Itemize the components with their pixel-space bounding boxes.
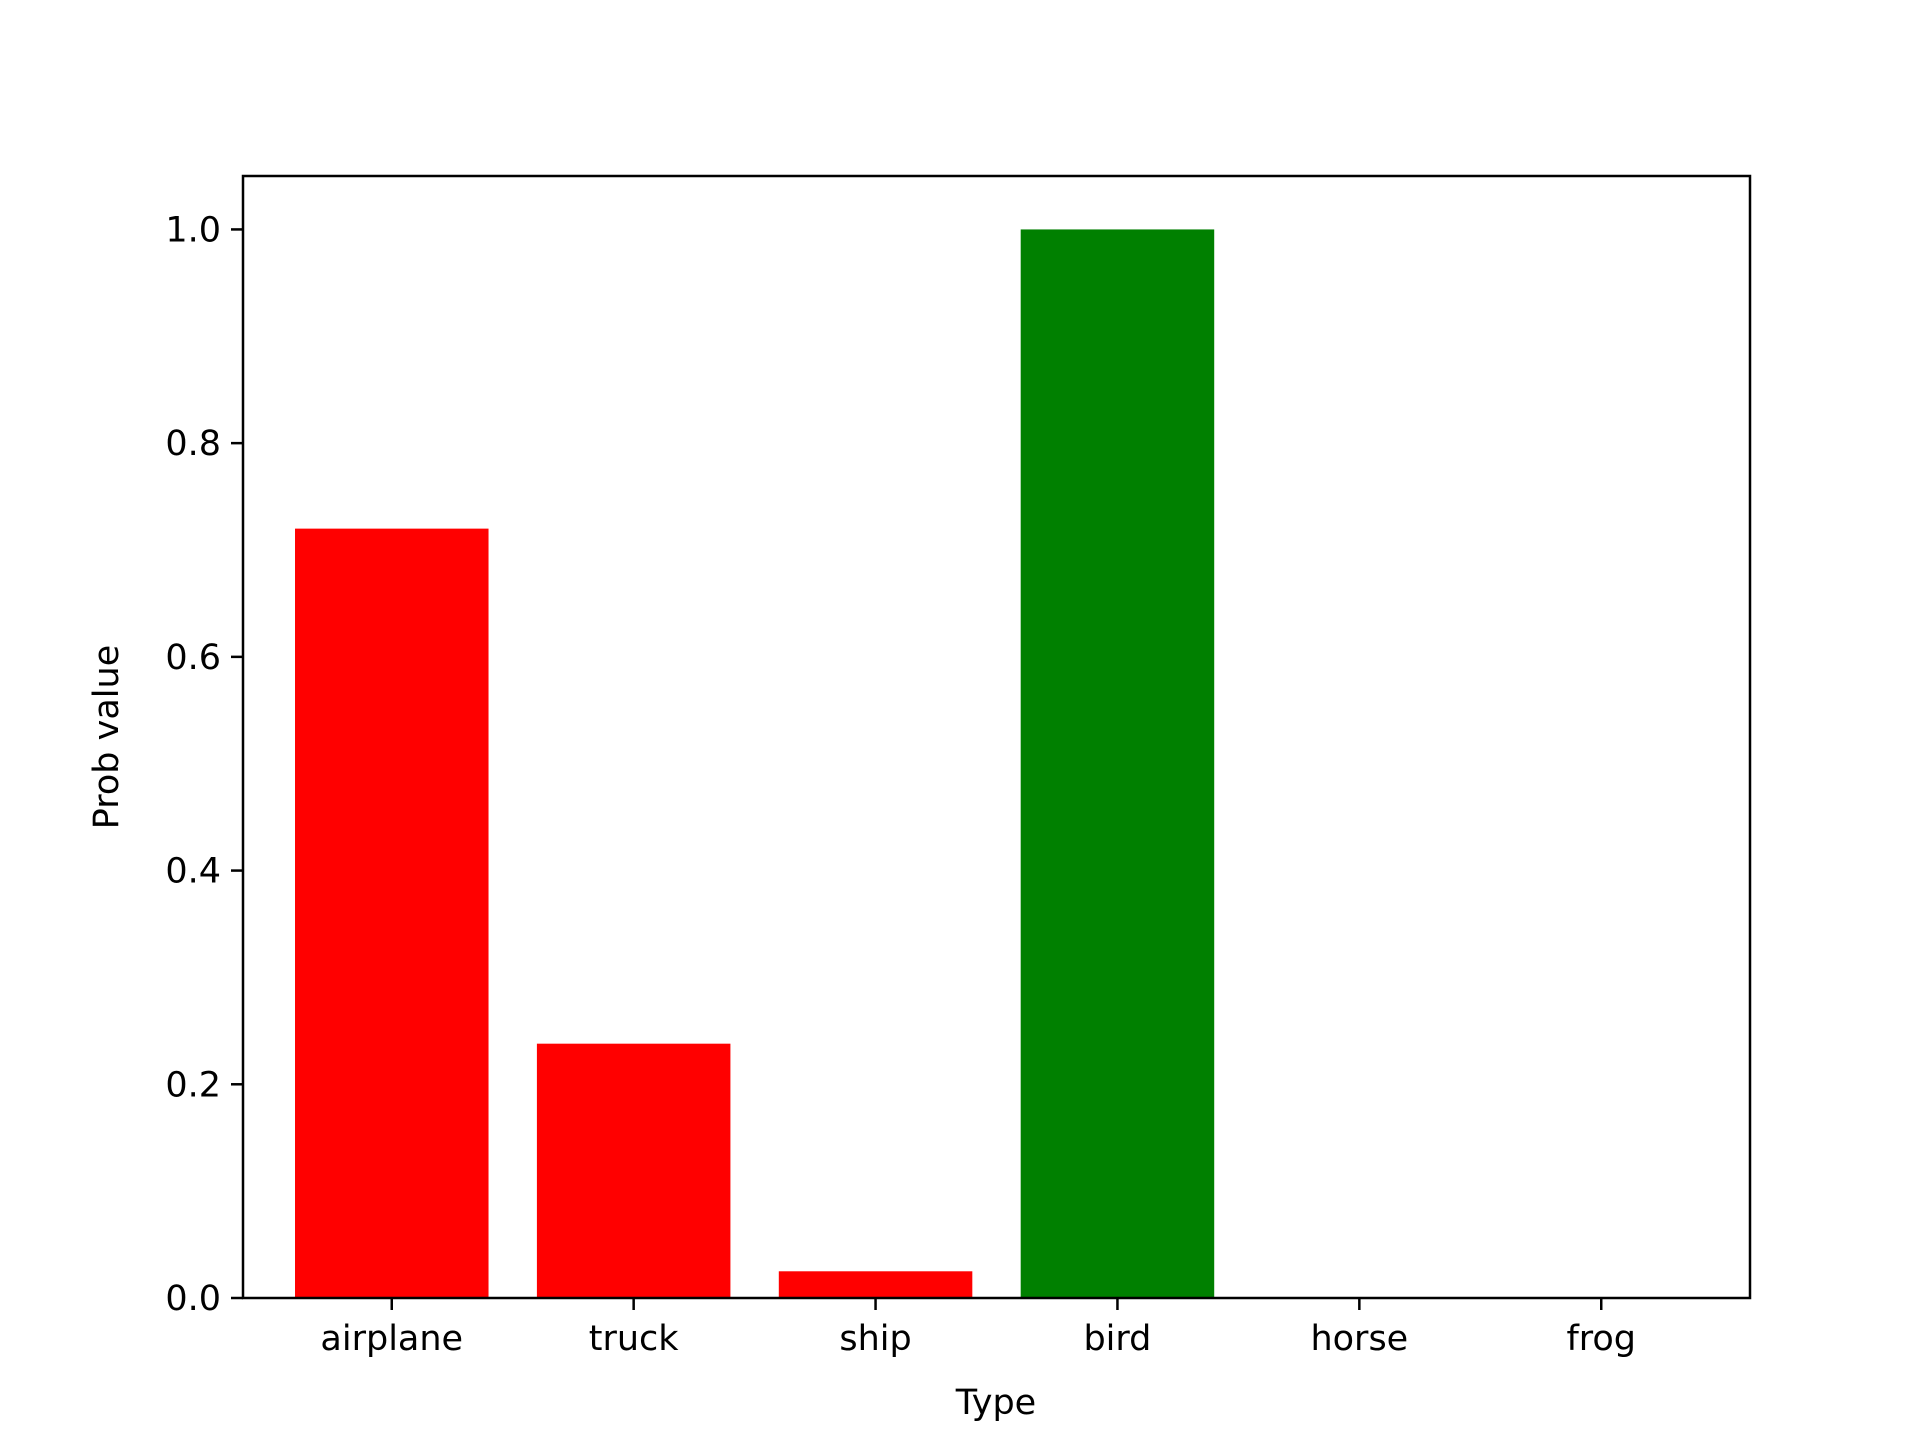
y-tick-label-0.6: 0.6 xyxy=(165,638,221,678)
bar-bird xyxy=(1020,229,1215,1299)
bars-layer xyxy=(295,229,1215,1299)
y-tick-label-0.2: 0.2 xyxy=(165,1065,221,1105)
bar-ship xyxy=(778,1271,973,1298)
x-tick-label-truck: truck xyxy=(589,1319,680,1359)
y-axis: 0.0 0.2 0.4 0.6 0.8 1.0 xyxy=(165,210,243,1319)
x-axis-label: Type xyxy=(955,1383,1036,1423)
x-tick-label-airplane: airplane xyxy=(320,1319,463,1359)
bar-airplane xyxy=(295,528,489,1298)
y-tick-label-0.0: 0.0 xyxy=(165,1279,221,1319)
x-axis: airplane truck ship bird horse frog xyxy=(320,1298,1636,1359)
x-tick-label-bird: bird xyxy=(1083,1319,1151,1359)
y-axis-label: Prob value xyxy=(87,645,127,829)
y-tick-label-0.8: 0.8 xyxy=(165,424,221,464)
bar-truck xyxy=(536,1043,731,1298)
y-tick-label-0.4: 0.4 xyxy=(165,852,221,892)
x-tick-label-horse: horse xyxy=(1310,1319,1408,1359)
plot-frame xyxy=(241,174,1752,1300)
y-tick-label-1.0: 1.0 xyxy=(165,210,221,250)
x-tick-label-frog: frog xyxy=(1566,1319,1636,1359)
x-tick-label-ship: ship xyxy=(839,1319,911,1359)
